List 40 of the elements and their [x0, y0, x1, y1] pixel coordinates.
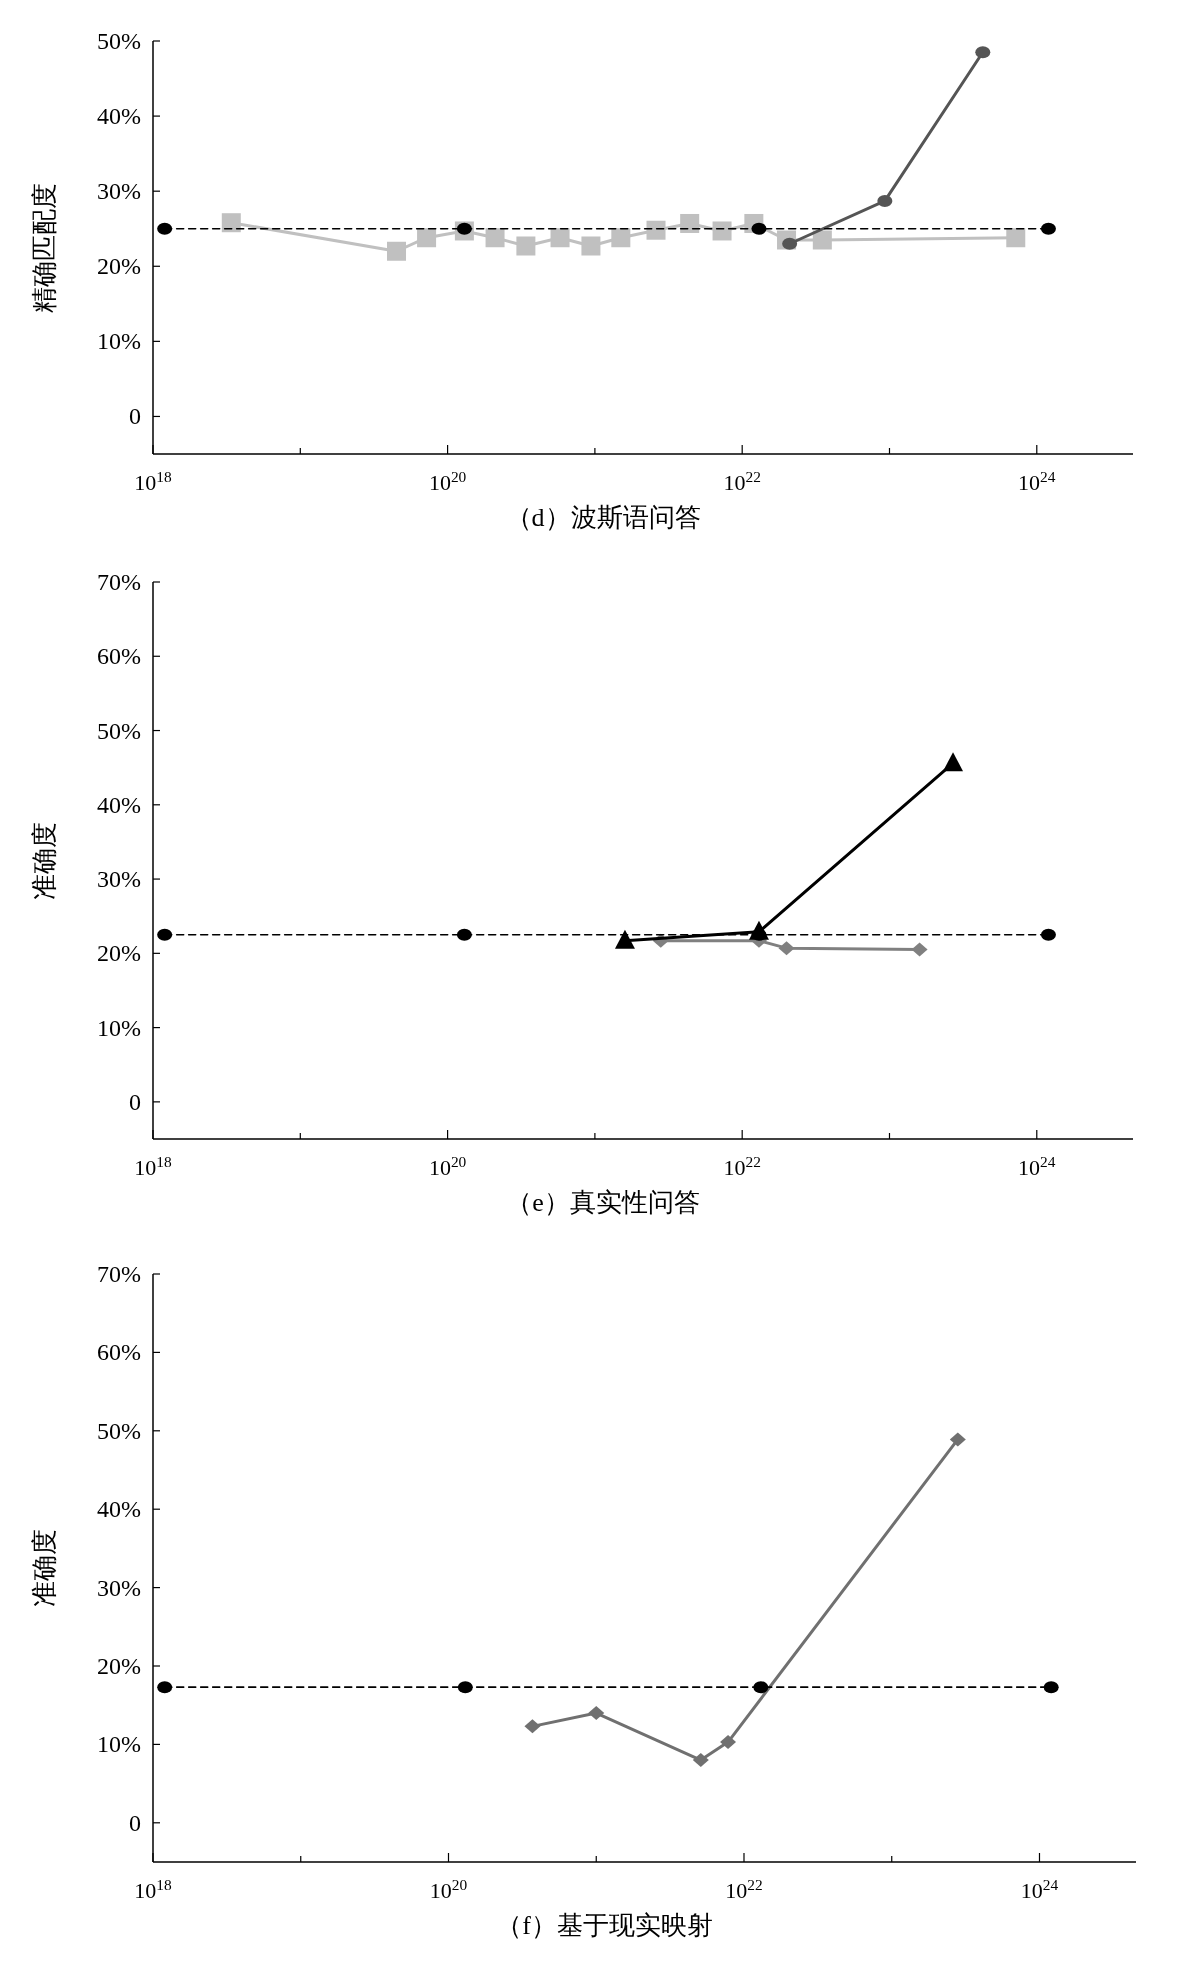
- y-tick-label: 10%: [97, 1731, 141, 1758]
- y-tick-label: 50%: [97, 28, 141, 54]
- y-axis-title: 精确匹配度: [30, 182, 59, 313]
- x-tick-label: 10$^{20}$: [428, 467, 467, 495]
- x-tick-label: 10$^{24}$: [1020, 1875, 1059, 1903]
- y-tick-label: 30%: [97, 866, 141, 893]
- y-tick-label: 70%: [97, 569, 141, 595]
- x-tick-label: 10$^{18}$: [134, 1875, 172, 1903]
- y-tick-label: 20%: [97, 940, 141, 967]
- y-tick-label: 20%: [97, 1653, 141, 1679]
- x-axis-title: （f）基于现实映射: [496, 1911, 713, 1940]
- y-tick-label: 20%: [97, 253, 141, 280]
- y-axis-title: 准确度: [30, 1529, 59, 1607]
- x-axis-title: （d）波斯语问答: [505, 503, 701, 532]
- y-tick-label: 50%: [97, 717, 141, 744]
- x-tick-label: 10$^{24}$: [1018, 1152, 1056, 1180]
- x-tick-label: 10$^{22}$: [723, 467, 761, 495]
- x-axis-title: （e）真实性问答: [506, 1188, 700, 1217]
- y-tick-label: 60%: [97, 1339, 141, 1366]
- y-tick-label: 0: [129, 403, 141, 430]
- x-tick-label: 10$^{18}$: [134, 467, 172, 495]
- x-tick-label: 10$^{22}$: [723, 1152, 761, 1180]
- y-tick-label: 10%: [97, 1014, 141, 1041]
- y-tick-label: 40%: [97, 791, 141, 818]
- y-tick-label: 40%: [97, 103, 141, 130]
- y-tick-label: 70%: [97, 1261, 141, 1287]
- x-tick-label: 10$^{24}$: [1018, 467, 1056, 495]
- x-tick-label: 10$^{20}$: [428, 1152, 467, 1180]
- y-tick-label: 50%: [97, 1417, 141, 1444]
- y-tick-label: 10%: [97, 328, 141, 355]
- x-tick-label: 10$^{20}$: [429, 1875, 468, 1903]
- y-tick-label: 0: [129, 1809, 141, 1836]
- y-axis-title: 准确度: [30, 821, 59, 900]
- y-tick-label: 0: [129, 1088, 141, 1115]
- y-tick-label: 30%: [97, 178, 141, 205]
- y-tick-label: 40%: [97, 1496, 141, 1523]
- x-tick-label: 10$^{22}$: [725, 1875, 763, 1903]
- y-tick-label: 30%: [97, 1574, 141, 1601]
- x-tick-label: 10$^{18}$: [134, 1152, 172, 1180]
- y-tick-label: 60%: [97, 643, 141, 670]
